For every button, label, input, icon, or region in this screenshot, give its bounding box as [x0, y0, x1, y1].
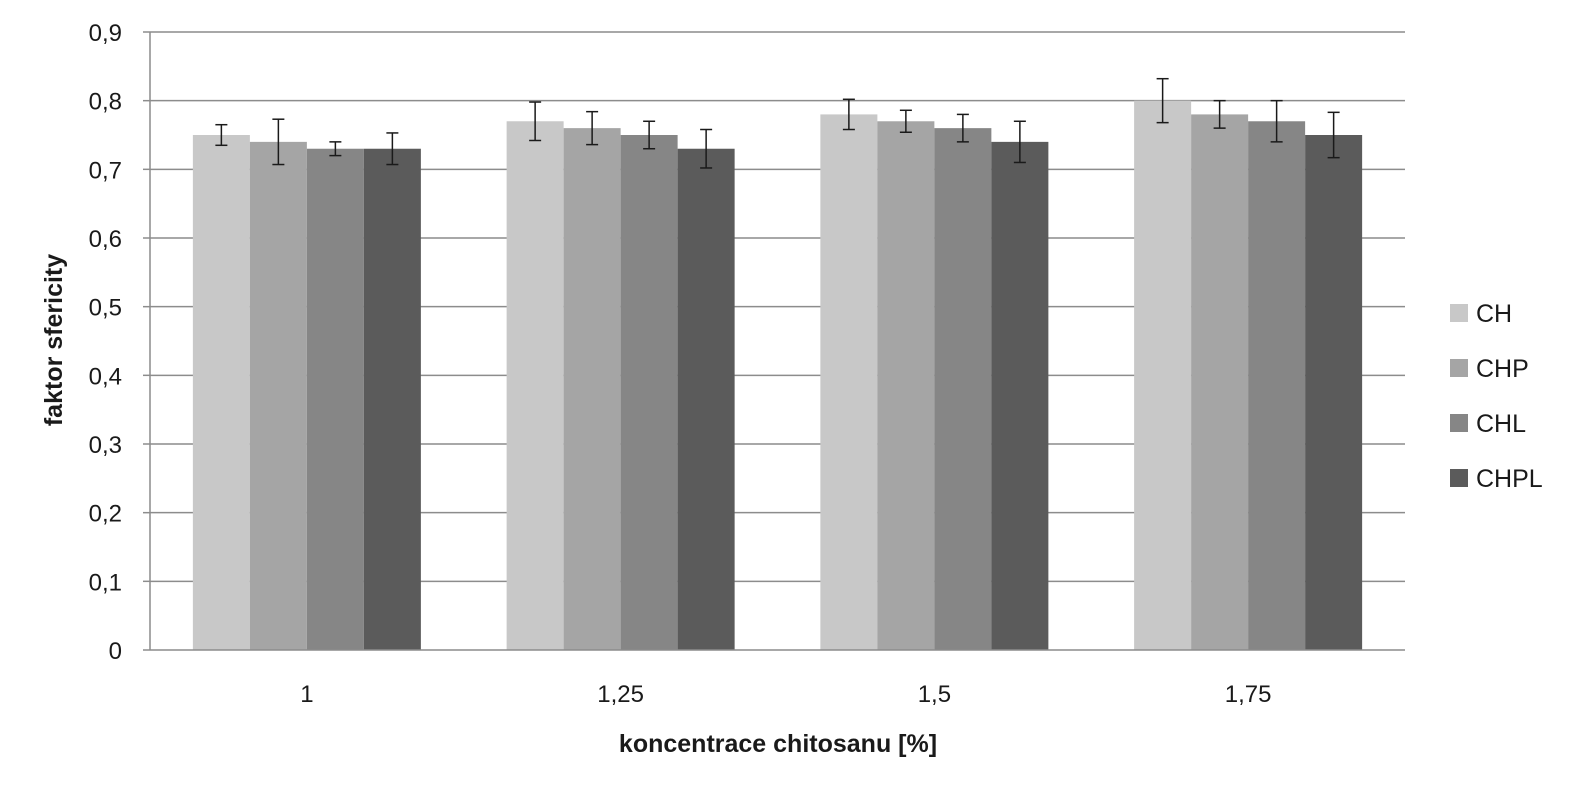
legend-swatch — [1450, 304, 1468, 322]
y-axis-title: faktor sfericity — [40, 254, 68, 426]
bar-chp-1-25 — [563, 128, 621, 651]
legend-swatch — [1450, 469, 1468, 487]
bar-chl-1-75 — [1248, 121, 1306, 651]
legend-label: CHL — [1476, 410, 1526, 438]
y-tick-label: 0,5 — [89, 295, 122, 322]
x-tick-label: 1,5 — [918, 681, 951, 708]
legend-label: CHPL — [1476, 465, 1543, 493]
bar-chl-1 — [306, 148, 364, 650]
y-tick-label: 0,6 — [89, 226, 122, 253]
bar-chp-1-75 — [1191, 114, 1249, 650]
y-tick-label: 0,9 — [89, 20, 122, 47]
x-axis-tick-labels: 1 1,25 1,5 1,75 — [300, 681, 1271, 708]
bars — [192, 100, 1363, 651]
y-tick-label: 0,8 — [89, 89, 122, 116]
legend-swatch — [1450, 359, 1468, 377]
y-tick-label: 0,2 — [89, 501, 122, 528]
y-axis-tick-labels: 0 0,1 0,2 0,3 0,4 0,5 0,6 0,7 0,8 0,9 — [89, 20, 122, 665]
bar-chp-1-5 — [877, 121, 935, 651]
bar-chpl-1-25 — [677, 148, 735, 650]
y-tick-label: 0,1 — [89, 569, 122, 596]
x-tick-label: 1,75 — [1225, 681, 1272, 708]
bar-chl-1-5 — [934, 128, 992, 651]
legend-swatch — [1450, 414, 1468, 432]
bar-chpl-1 — [363, 148, 421, 650]
bar-ch-1-25 — [506, 121, 564, 651]
bar-chl-1-25 — [620, 135, 678, 650]
x-axis-title: koncentrace chitosanu [%] — [619, 730, 937, 758]
legend-label: CH — [1476, 300, 1512, 328]
error-bars — [215, 77, 1340, 169]
bar-ch-1-5 — [820, 114, 878, 650]
bar-chpl-1-5 — [991, 141, 1049, 650]
x-tick-label: 1,25 — [597, 681, 644, 708]
y-tick-label: 0 — [109, 638, 122, 665]
y-tick-label: 0,4 — [89, 363, 122, 390]
legend-item-chpl: CHPL — [1450, 465, 1543, 493]
legend-item-chl: CHL — [1450, 410, 1526, 438]
y-tick-label: 0,3 — [89, 432, 122, 459]
bar-chpl-1-75 — [1305, 135, 1363, 650]
bar-chp-1 — [249, 141, 307, 650]
legend-item-ch: CH — [1450, 300, 1512, 328]
legend-label: CHP — [1476, 355, 1529, 383]
bar-ch-1-75 — [1134, 100, 1192, 650]
x-tick-label: 1 — [300, 681, 313, 708]
axes — [143, 31, 1405, 651]
legend: CH CHP CHL CHPL — [1450, 300, 1543, 493]
y-tick-label: 0,7 — [89, 157, 122, 184]
legend-item-chp: CHP — [1450, 355, 1529, 383]
bar-ch-1 — [192, 135, 250, 650]
